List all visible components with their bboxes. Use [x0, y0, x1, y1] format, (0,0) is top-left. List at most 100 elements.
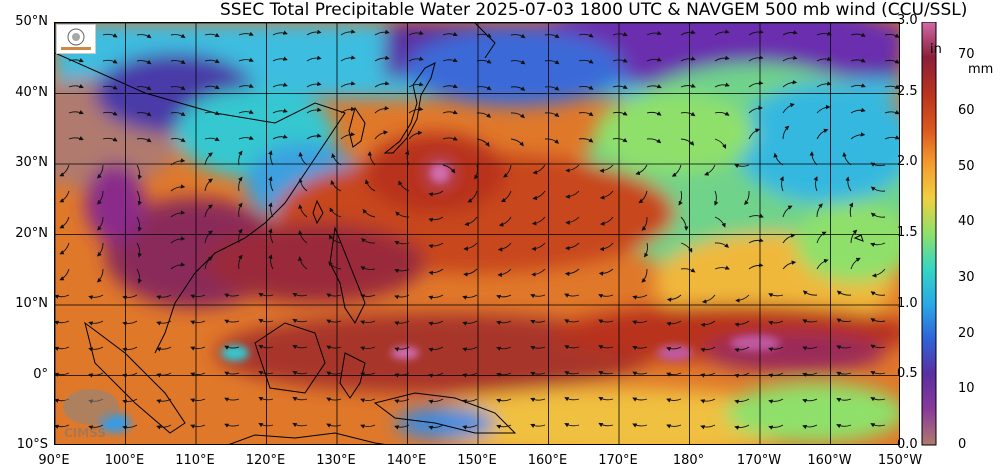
wind-arrow: [768, 398, 784, 404]
wind-arrow: [870, 162, 886, 167]
wind-arrow: [330, 179, 342, 192]
wind-arrow: [564, 397, 580, 402]
wind-arrow: [612, 58, 628, 63]
wind-arrow: [467, 190, 478, 203]
wind-arrow: [768, 293, 784, 298]
lon-tick-label: 170°E: [598, 453, 638, 468]
wind-arrow: [578, 138, 594, 143]
wind-arrow: [268, 254, 274, 270]
wind-arrow: [170, 85, 186, 91]
wind-arrow: [870, 242, 886, 247]
wind-arrow: [442, 57, 458, 63]
wind-arrow: [428, 372, 444, 378]
wind-arrow: [394, 240, 410, 246]
wind-arrow: [292, 370, 308, 376]
wind-arrow: [714, 29, 730, 36]
colorbar-inch-tick: 1.5: [897, 224, 918, 240]
wind-arrow: [714, 242, 729, 248]
wind-arrow: [268, 176, 274, 192]
wind-arrow: [55, 372, 70, 377]
wind-arrow: [55, 346, 70, 351]
wind-arrow: [476, 33, 492, 38]
wind-arrow: [326, 293, 342, 298]
wind-arrow: [578, 33, 594, 38]
wind-arrow: [578, 85, 594, 90]
wind-arrow: [870, 318, 886, 323]
wind-arrow: [442, 110, 458, 115]
wind-arrow: [442, 31, 458, 37]
wind-arrow: [96, 190, 104, 205]
lon-tick-label: 160°E: [527, 453, 568, 468]
wind-arrow: [136, 216, 143, 232]
wind-arrow: [394, 372, 410, 378]
wind-arrow: [102, 111, 118, 116]
wind-arrow: [340, 81, 356, 88]
wind-arrow: [850, 229, 858, 244]
wind-arrow: [773, 152, 784, 166]
wind-arrow: [598, 396, 614, 402]
wind-arrow: [55, 424, 70, 429]
wind-arrow: [748, 105, 763, 114]
wind-arrow: [850, 32, 866, 37]
wind-arrow: [510, 112, 525, 119]
wind-arrow: [136, 268, 143, 284]
wind-arrow: [848, 202, 854, 218]
wind-arrow: [476, 85, 492, 91]
wind-arrow: [599, 164, 614, 174]
wind-arrow: [748, 55, 764, 62]
wind-arrow: [68, 58, 84, 63]
wind-arrow: [500, 190, 512, 202]
wind-arrow: [884, 33, 899, 38]
wind-arrow: [272, 30, 288, 36]
wind-arrow: [136, 190, 143, 206]
wind-arrow: [870, 186, 886, 192]
wind-arrow: [88, 294, 104, 300]
wind-arrow: [258, 370, 274, 376]
wind-arrow: [394, 346, 410, 352]
wind-arrow: [292, 422, 308, 428]
wind-arrow: [836, 345, 852, 350]
wind-arrow: [884, 59, 899, 64]
wind-arrow: [329, 207, 342, 218]
wind-arrow: [734, 320, 750, 327]
wind-arrow: [850, 107, 866, 114]
wind-arrow: [497, 242, 512, 252]
wind-arrow: [428, 294, 444, 300]
wind-arrow: [224, 319, 240, 324]
seal-icon: [67, 28, 85, 46]
wind-arrow: [88, 424, 104, 430]
wind-arrow: [782, 205, 793, 218]
wind-arrow: [578, 59, 594, 64]
lat-lon-grid: [55, 23, 899, 444]
wind-arrow: [340, 106, 356, 114]
wind-arrow: [768, 320, 784, 326]
wind-arrow: [532, 190, 546, 201]
wind-arrow: [782, 233, 796, 244]
wind-arrow: [531, 242, 546, 252]
wind-arrow: [102, 33, 118, 38]
wind-arrow: [238, 109, 254, 114]
wind-arrow: [816, 31, 832, 36]
wind-arrow: [136, 33, 152, 39]
wind-arrow: [714, 55, 730, 62]
lon-tick-label: 150°W: [877, 453, 923, 468]
wind-arrow: [258, 344, 274, 350]
lon-tick-label: 130°E: [316, 453, 356, 468]
wind-arrow: [530, 423, 546, 428]
wind-arrow: [136, 59, 152, 65]
wind-arrow: [836, 318, 852, 323]
wind-arrow: [68, 110, 84, 115]
wind-arrow: [404, 150, 410, 166]
wind-arrow: [666, 294, 682, 303]
wind-arrow: [170, 210, 186, 218]
colorbar-inch-unit: in: [930, 42, 942, 57]
coastlines: [55, 23, 864, 444]
wind-arrow: [462, 294, 478, 300]
wind-arrow: [360, 266, 376, 271]
wind-arrow: [510, 59, 526, 65]
wind-arrow: [428, 424, 444, 430]
wind-arrow: [598, 345, 614, 350]
wind-arrow: [204, 230, 213, 244]
wind-arrow: [394, 424, 410, 430]
